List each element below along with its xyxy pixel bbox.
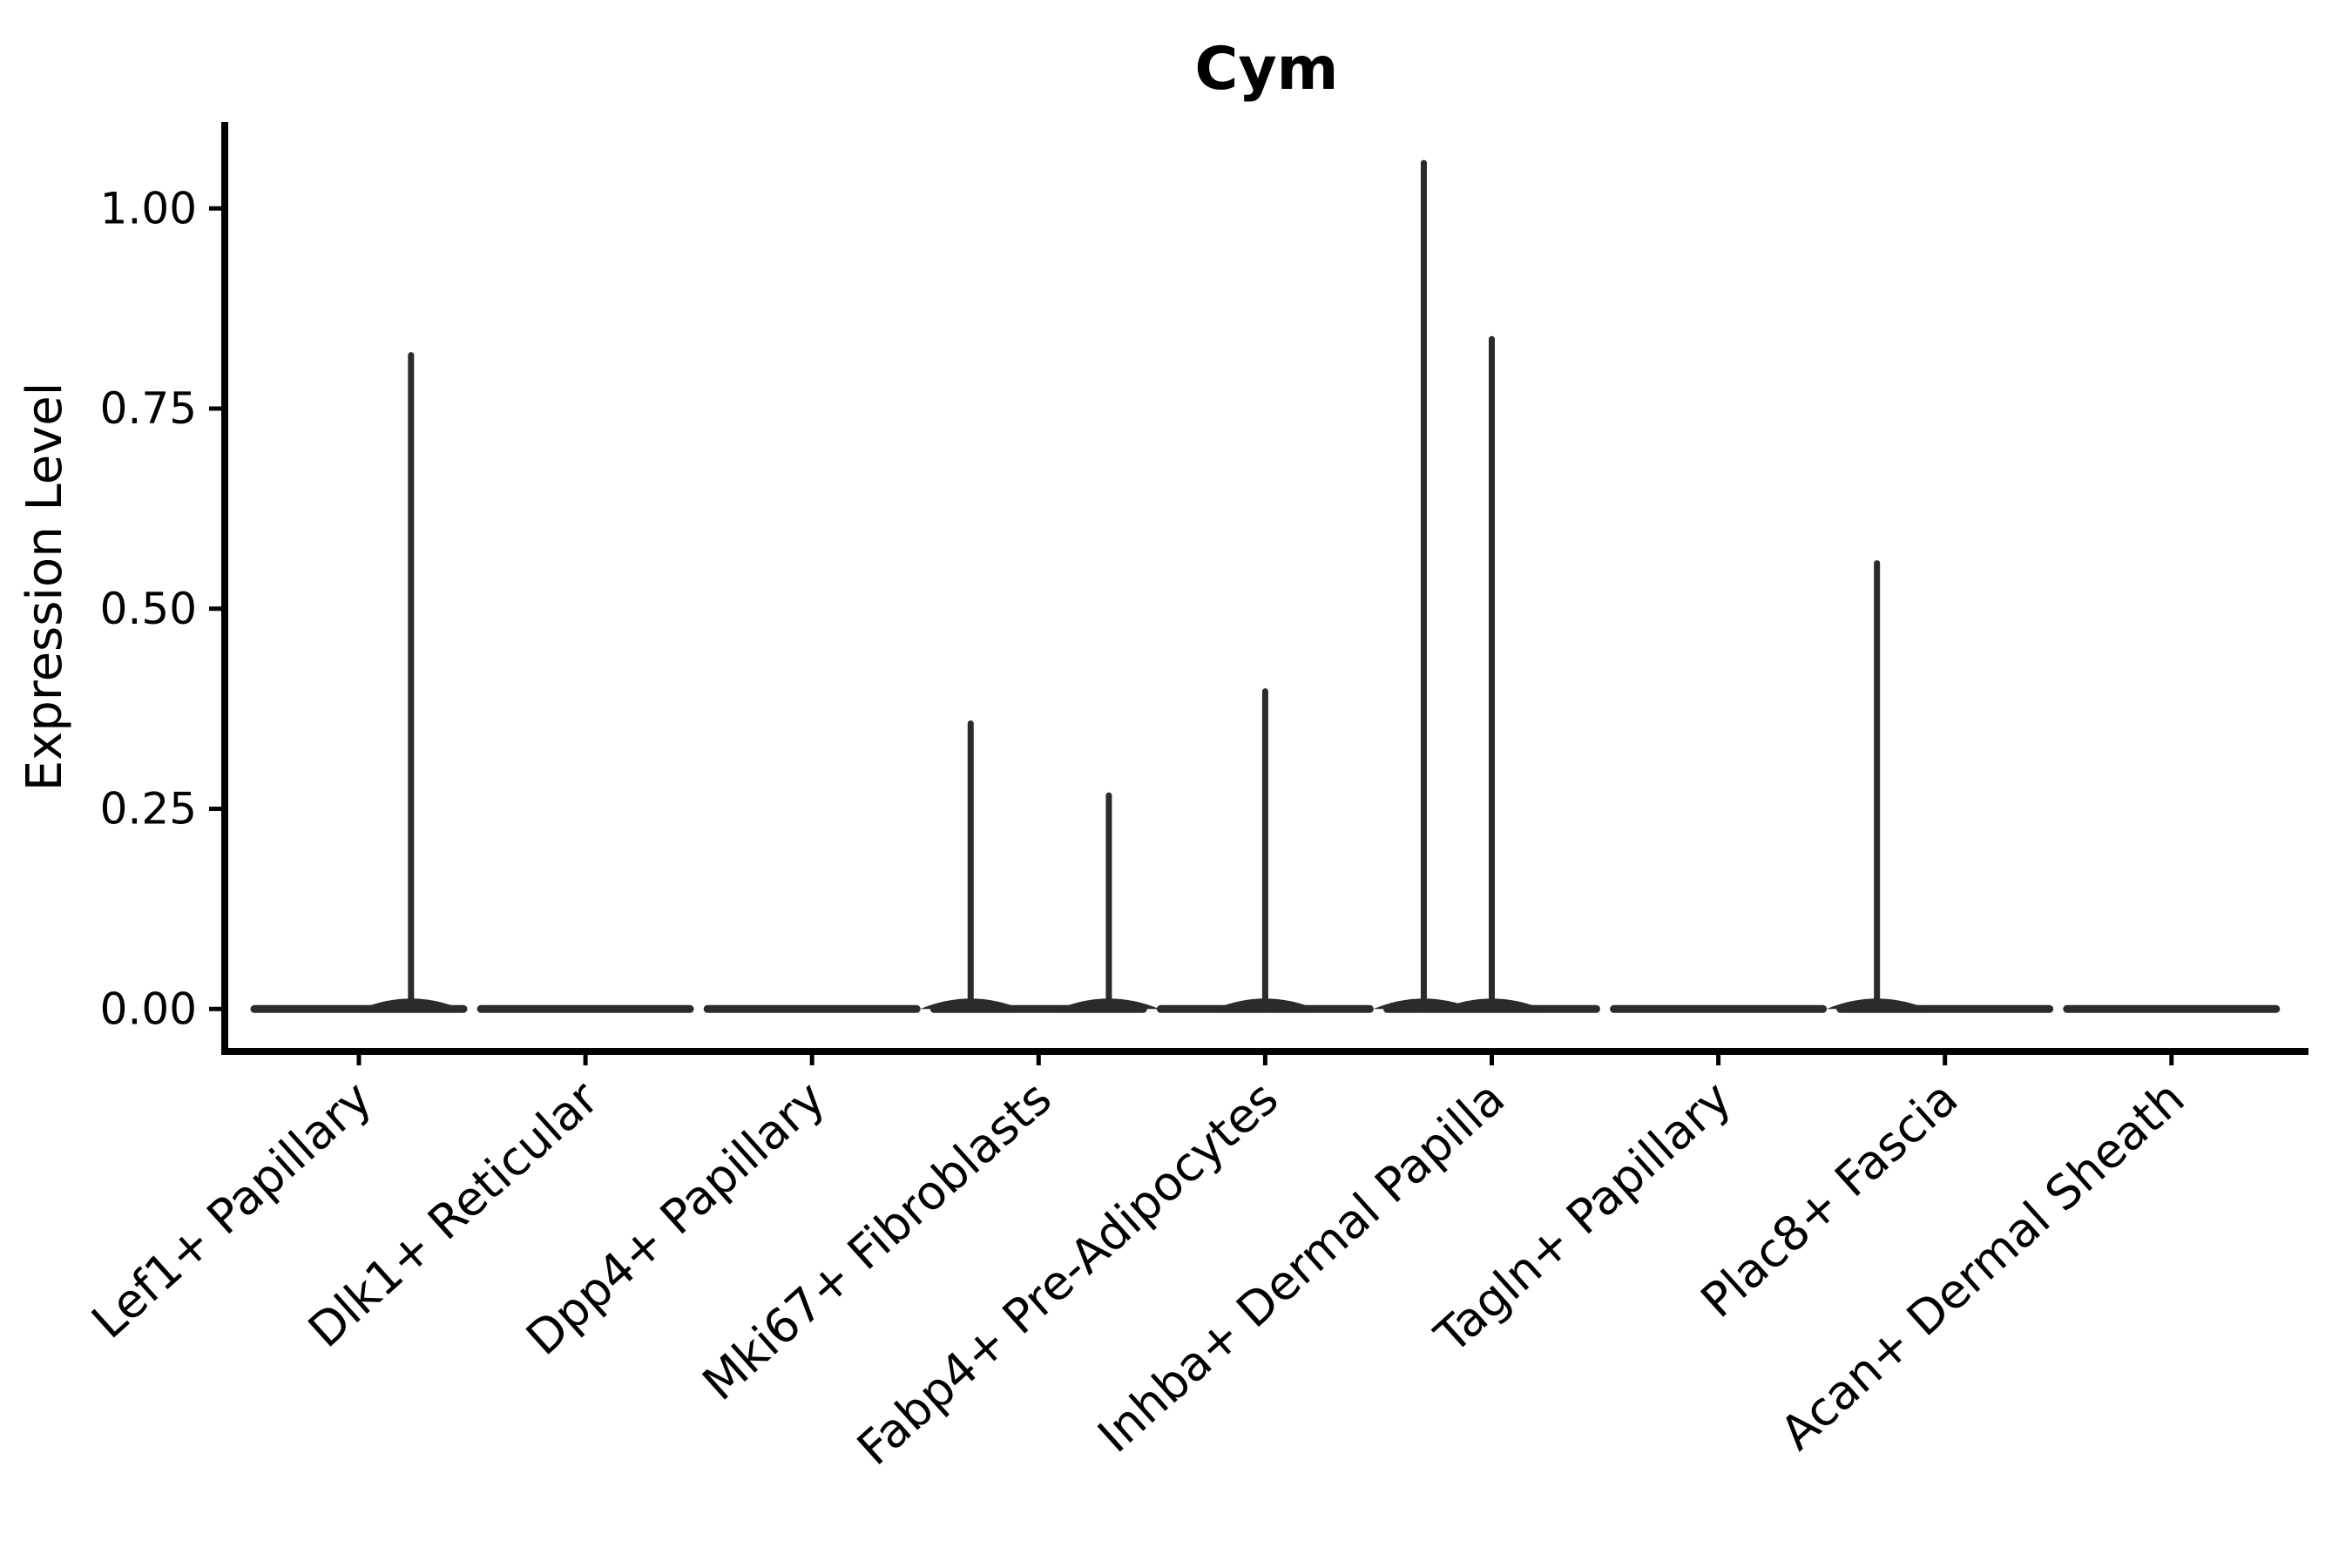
violin-4 (920, 720, 1159, 1013)
violin-6 (1373, 159, 1600, 1013)
y-tick-label: 0.25 (100, 784, 197, 835)
chart-title: Cym (1194, 35, 1338, 104)
y-tick-label: 0.00 (100, 983, 197, 1034)
violins-layer (250, 159, 2281, 1013)
violin-1 (250, 352, 468, 1013)
y-tick-label: 0.75 (100, 383, 197, 434)
violin-8 (1826, 560, 2054, 1013)
y-axis-title: Expression Level (17, 382, 73, 792)
violin-5 (1156, 688, 1374, 1013)
y-tick-label: 0.50 (100, 584, 197, 634)
y-tick-label: 1.00 (100, 183, 197, 233)
